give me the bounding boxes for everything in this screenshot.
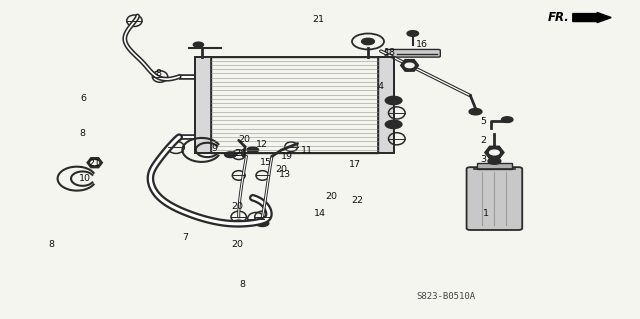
Bar bbox=[477, 163, 512, 169]
Text: 20: 20 bbox=[235, 149, 246, 158]
Text: 9: 9 bbox=[211, 144, 218, 153]
Circle shape bbox=[225, 152, 236, 158]
Text: 20: 20 bbox=[326, 192, 337, 201]
Circle shape bbox=[405, 63, 414, 68]
Text: 20: 20 bbox=[231, 240, 243, 249]
Text: 11: 11 bbox=[301, 146, 313, 155]
Text: 21: 21 bbox=[313, 15, 324, 24]
Text: 14: 14 bbox=[314, 209, 326, 218]
Bar bbox=[378, 57, 394, 153]
Text: 20: 20 bbox=[239, 135, 250, 144]
Text: 3: 3 bbox=[480, 155, 486, 164]
Text: 8: 8 bbox=[48, 240, 54, 249]
Circle shape bbox=[385, 96, 402, 105]
Polygon shape bbox=[401, 60, 419, 71]
Text: S823-B0510A: S823-B0510A bbox=[416, 293, 475, 301]
Text: 15: 15 bbox=[260, 158, 272, 167]
Text: 8: 8 bbox=[239, 280, 245, 289]
Text: 12: 12 bbox=[257, 140, 268, 149]
Text: 18: 18 bbox=[385, 48, 396, 57]
Circle shape bbox=[385, 120, 402, 129]
Text: 22: 22 bbox=[351, 197, 363, 205]
Circle shape bbox=[247, 147, 259, 153]
Text: 5: 5 bbox=[480, 117, 486, 126]
Text: 2: 2 bbox=[480, 136, 486, 145]
FancyArrow shape bbox=[573, 12, 611, 23]
Bar bbox=[195, 57, 211, 153]
Circle shape bbox=[490, 150, 499, 155]
Text: 16: 16 bbox=[417, 40, 428, 49]
Circle shape bbox=[502, 117, 513, 122]
FancyBboxPatch shape bbox=[385, 49, 440, 57]
Circle shape bbox=[407, 31, 419, 36]
Text: 20: 20 bbox=[276, 165, 287, 174]
Text: 20: 20 bbox=[231, 202, 243, 211]
Polygon shape bbox=[87, 158, 102, 168]
Text: 17: 17 bbox=[349, 160, 361, 169]
Text: 21: 21 bbox=[89, 159, 100, 168]
Polygon shape bbox=[485, 146, 504, 159]
Text: 8: 8 bbox=[79, 130, 85, 138]
Circle shape bbox=[469, 108, 482, 115]
Circle shape bbox=[362, 38, 374, 45]
Text: 1: 1 bbox=[483, 209, 490, 218]
Text: 19: 19 bbox=[281, 152, 292, 161]
Text: FR.: FR. bbox=[548, 11, 570, 24]
FancyBboxPatch shape bbox=[467, 167, 522, 230]
Circle shape bbox=[488, 158, 500, 164]
Circle shape bbox=[232, 220, 245, 226]
Text: 6: 6 bbox=[80, 94, 86, 103]
Circle shape bbox=[91, 161, 99, 165]
Circle shape bbox=[193, 42, 204, 47]
Text: 10: 10 bbox=[79, 174, 91, 183]
Bar bbox=[211, 57, 378, 153]
Text: 4: 4 bbox=[378, 82, 384, 91]
Text: 13: 13 bbox=[280, 170, 291, 179]
Bar bbox=[195, 57, 394, 153]
Circle shape bbox=[256, 220, 269, 226]
Text: 7: 7 bbox=[182, 233, 189, 242]
Text: 8: 8 bbox=[156, 69, 162, 78]
